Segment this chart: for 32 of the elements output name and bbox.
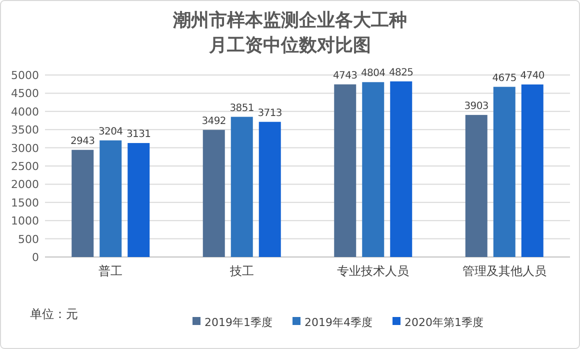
data-label: 3903 bbox=[464, 100, 488, 112]
data-label: 3131 bbox=[126, 129, 151, 140]
y-tick-label: 3500 bbox=[11, 124, 39, 137]
text: 单位：元 bbox=[30, 307, 78, 321]
data-label: 2943 bbox=[70, 136, 95, 147]
y-tick-label: 0 bbox=[32, 251, 39, 264]
data-label: 3851 bbox=[230, 102, 254, 114]
x-tick-label: 普工 bbox=[98, 264, 123, 278]
legend-label: 2020年第1季度 bbox=[404, 316, 484, 329]
y-tick-label: 1500 bbox=[11, 196, 39, 210]
data-label: 4675 bbox=[492, 72, 516, 84]
data-label: 4825 bbox=[389, 67, 414, 78]
y-tick-label: 2000 bbox=[11, 178, 39, 192]
x-tick-label: 专业技术人员 bbox=[337, 264, 410, 278]
y-tick-label: 500 bbox=[18, 232, 39, 246]
data-label: 4743 bbox=[333, 70, 358, 82]
x-tick-label: 管理及其他人员 bbox=[462, 264, 546, 278]
data-label: 4740 bbox=[520, 70, 544, 82]
data-label: 4804 bbox=[361, 68, 386, 80]
title: 潮州市样本监测企业各大工种月工资中位数对比图 bbox=[173, 10, 407, 56]
y-tick-label: 4000 bbox=[11, 105, 39, 118]
data-label: 3492 bbox=[202, 116, 226, 127]
y-tick-label: 3000 bbox=[11, 142, 39, 155]
data-label: 3713 bbox=[258, 108, 282, 119]
y-tick-label: 5000 bbox=[11, 69, 39, 82]
y-tick-label: 2500 bbox=[11, 160, 39, 173]
data-label: 3204 bbox=[98, 126, 123, 138]
legend-label: 2019年1季度 bbox=[204, 316, 272, 329]
y-tick-label: 1000 bbox=[11, 214, 39, 228]
legend-label: 2019年4季度 bbox=[304, 316, 372, 329]
y-tick-label: 4500 bbox=[11, 87, 39, 100]
x-tick-label: 技工 bbox=[228, 264, 254, 278]
